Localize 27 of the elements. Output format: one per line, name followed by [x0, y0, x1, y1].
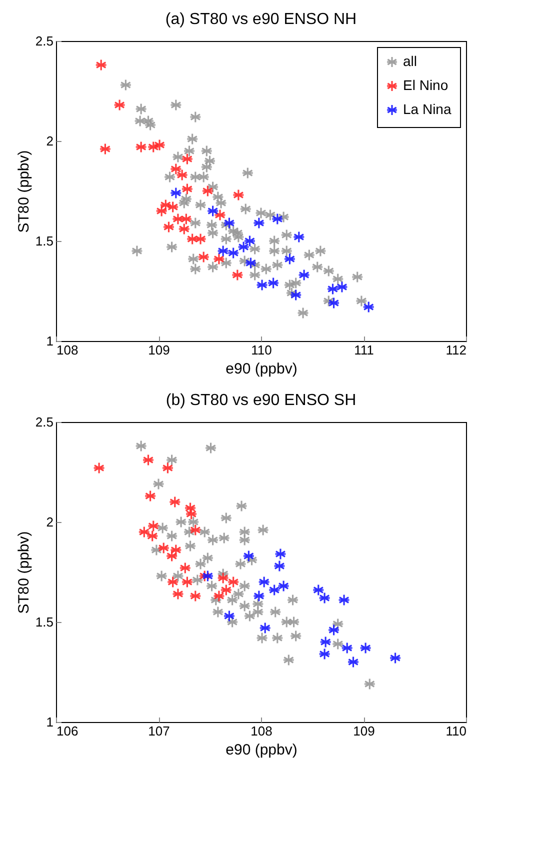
legend-label: La Nina: [403, 101, 452, 117]
legend-label: all: [403, 53, 418, 69]
x-axis-title: e90 (ppbv): [226, 360, 298, 378]
x-tick-label: 112: [446, 342, 466, 358]
y-tick-label: 1.5: [35, 234, 54, 248]
x-tick-label: 108: [56, 342, 78, 358]
x-tick-label: 111: [354, 342, 374, 358]
y-tick-label: 1: [46, 334, 54, 348]
x-tick-label: 109: [148, 342, 170, 358]
y-tick-label: 1: [46, 714, 54, 730]
x-tick-label: 110: [446, 724, 466, 738]
x-tick-label: 108: [250, 724, 272, 738]
y-tick-label: 2: [46, 514, 54, 530]
chart-title: (b) ST80 vs e90 ENSO SH: [166, 392, 356, 409]
y-tick-label: 2.5: [35, 34, 54, 48]
y-tick-label: 2.5: [35, 414, 54, 430]
chart-title: (a) ST80 vs e90 ENSO NH: [165, 11, 357, 28]
x-tick-label: 106: [56, 724, 78, 738]
y-tick-label: 2: [46, 134, 54, 148]
y-axis-title: ST80 (ppbv): [15, 531, 32, 614]
y-tick-label: 1.5: [35, 614, 54, 630]
y-axis-title: ST80 (ppbv): [15, 150, 32, 233]
x-axis-title: e90 (ppbv): [226, 742, 298, 758]
x-tick-label: 109: [353, 724, 375, 738]
x-tick-label: 107: [148, 724, 170, 738]
legend-label: El Nino: [403, 77, 448, 93]
x-tick-label: 110: [251, 342, 272, 358]
